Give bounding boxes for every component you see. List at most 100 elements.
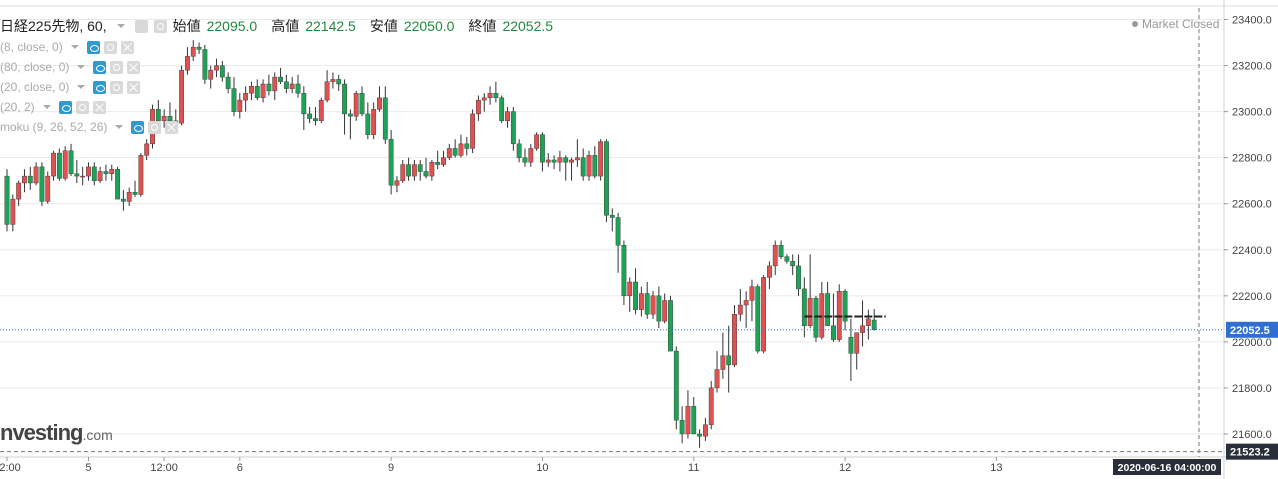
candle-body[interactable] <box>528 148 534 163</box>
candle-body[interactable] <box>697 433 702 437</box>
candle-body[interactable] <box>400 164 406 181</box>
candle-body[interactable] <box>86 166 91 177</box>
candle-body[interactable] <box>656 295 662 322</box>
candle-body[interactable] <box>551 159 557 163</box>
chevron-down-icon[interactable] <box>42 105 51 109</box>
candle-body[interactable] <box>796 265 801 290</box>
candle-body[interactable] <box>132 192 138 195</box>
candle-body[interactable] <box>272 76 278 92</box>
candle-body[interactable] <box>68 150 74 174</box>
candle-body[interactable] <box>429 162 435 177</box>
candle-body[interactable] <box>45 175 51 202</box>
candle-body[interactable] <box>382 97 388 140</box>
candle-body[interactable] <box>446 148 452 158</box>
candle-body[interactable] <box>214 65 219 71</box>
candle-body[interactable] <box>243 92 249 101</box>
candle-body[interactable] <box>510 111 516 145</box>
candle-body[interactable] <box>330 79 336 82</box>
candle-body[interactable] <box>115 168 120 200</box>
candle-body[interactable] <box>359 92 365 115</box>
candle-body[interactable] <box>377 97 382 110</box>
candle-body[interactable] <box>347 113 353 117</box>
candle-body[interactable] <box>16 182 22 200</box>
candle-body[interactable] <box>313 118 318 122</box>
candle-body[interactable] <box>540 134 545 163</box>
candle-body[interactable] <box>854 332 860 354</box>
candle-body[interactable] <box>720 355 726 370</box>
candle-body[interactable] <box>534 134 540 149</box>
candle-body[interactable] <box>336 79 342 85</box>
indicator-row-ma80[interactable]: (80, close, 0) <box>0 59 141 75</box>
candle-body[interactable] <box>144 143 150 156</box>
candle-body[interactable] <box>569 159 574 163</box>
candle-body[interactable] <box>650 295 656 315</box>
candle-body[interactable] <box>283 81 289 89</box>
candle-body[interactable] <box>196 46 202 50</box>
candle-body[interactable] <box>749 286 755 301</box>
candle-body[interactable] <box>318 99 324 122</box>
candle-body[interactable] <box>865 318 871 326</box>
candle-body[interactable] <box>423 171 429 177</box>
gear-icon[interactable] <box>110 60 124 74</box>
eye-icon[interactable] <box>131 120 145 134</box>
candle-body[interactable] <box>120 198 126 202</box>
candle-body[interactable] <box>219 65 225 78</box>
candle-body[interactable] <box>33 166 39 184</box>
candle-body[interactable] <box>592 155 598 177</box>
candle-body[interactable] <box>493 92 499 98</box>
candle-body[interactable] <box>51 152 56 177</box>
gear-icon[interactable] <box>148 120 162 134</box>
candle-body[interactable] <box>545 159 551 163</box>
candle-body[interactable] <box>441 157 446 165</box>
candle-body[interactable] <box>225 76 231 89</box>
candle-body[interactable] <box>103 171 109 174</box>
candle-body[interactable] <box>371 109 377 135</box>
candle-body[interactable] <box>784 256 790 262</box>
candle-body[interactable] <box>394 180 400 186</box>
candle-body[interactable] <box>685 406 691 435</box>
candle-body[interactable] <box>726 355 732 366</box>
candle-body[interactable] <box>487 92 493 98</box>
gear-icon[interactable] <box>75 100 89 114</box>
candle-body[interactable] <box>831 325 836 340</box>
candle-body[interactable] <box>499 97 505 122</box>
candle-body[interactable] <box>301 92 307 115</box>
candle-body[interactable] <box>598 141 604 177</box>
candle-body[interactable] <box>289 83 295 89</box>
candle-body[interactable] <box>703 424 708 437</box>
close-icon[interactable] <box>120 40 134 54</box>
candle-body[interactable] <box>813 297 819 338</box>
candle-body[interactable] <box>56 152 62 179</box>
candle-body[interactable] <box>644 293 650 315</box>
candle-body[interactable] <box>609 215 615 218</box>
candle-body[interactable] <box>435 162 441 165</box>
chevron-down-icon[interactable] <box>70 45 79 49</box>
chevron-down-icon[interactable] <box>77 65 86 69</box>
candle-body[interactable] <box>621 244 627 297</box>
candle-body[interactable] <box>278 76 283 82</box>
candle-body[interactable] <box>714 369 720 389</box>
candle-body[interactable] <box>249 86 254 94</box>
candle-body[interactable] <box>39 166 45 202</box>
candle-body[interactable] <box>80 175 86 178</box>
candle-body[interactable] <box>516 143 522 158</box>
indicator-row-ichimoku[interactable]: moku (9, 26, 52, 26) <box>0 119 179 135</box>
candle-body[interactable] <box>452 148 458 156</box>
candle-body[interactable] <box>505 111 510 122</box>
candle-body[interactable] <box>836 291 842 340</box>
gear-icon[interactable] <box>103 40 117 54</box>
candle-body[interactable] <box>353 92 359 117</box>
candle-body[interactable] <box>860 325 865 333</box>
candle-body[interactable] <box>580 157 586 177</box>
close-icon[interactable] <box>165 120 179 134</box>
indicator-row-ma8[interactable]: (8, close, 0) <box>0 39 134 55</box>
candle-body[interactable] <box>324 81 330 101</box>
candle-body[interactable] <box>295 83 301 94</box>
candle-body[interactable] <box>365 113 371 135</box>
candle-body[interactable] <box>406 164 411 177</box>
close-icon[interactable] <box>92 100 106 114</box>
candle-body[interactable] <box>673 350 679 421</box>
candle-body[interactable] <box>470 113 475 149</box>
candle-body[interactable] <box>476 99 481 115</box>
